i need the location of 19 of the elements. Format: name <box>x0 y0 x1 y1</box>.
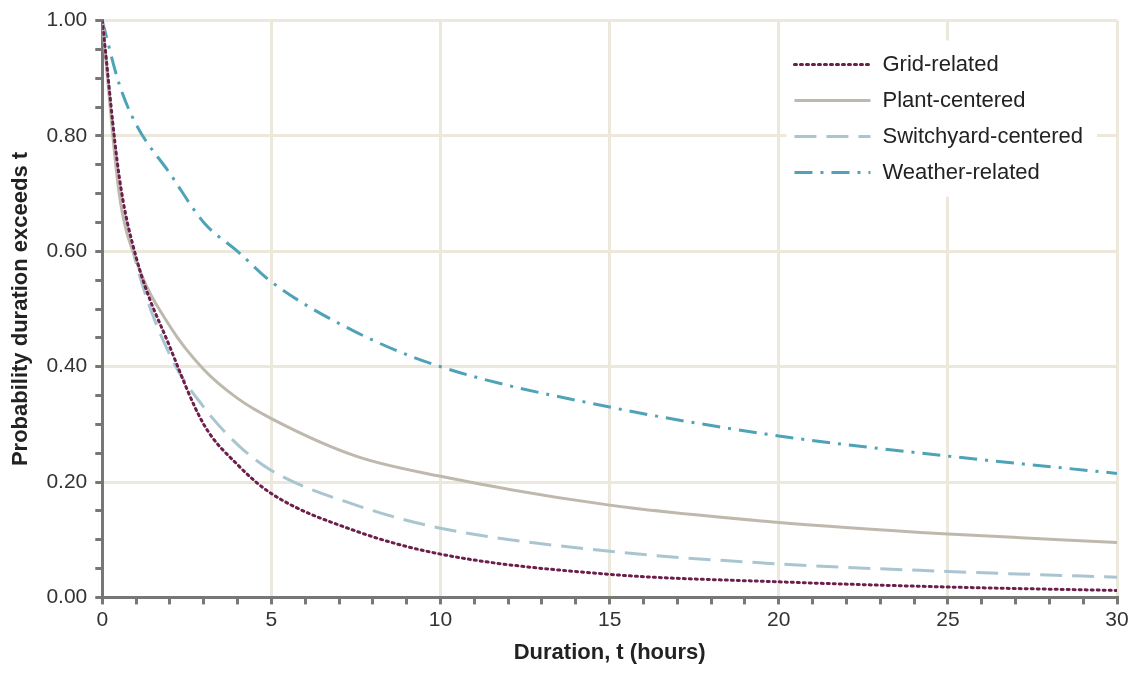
x-tick-label: 20 <box>767 606 791 630</box>
x-tick-label: 0 <box>96 606 109 630</box>
x-tick-label: 15 <box>597 606 622 630</box>
y-tick-label: 0.40 <box>46 353 88 377</box>
x-tick-label: 10 <box>428 606 453 630</box>
y-tick-label: 0.80 <box>46 122 88 146</box>
legend-label: Switchyard-centered <box>882 122 1084 148</box>
y-tick-label: 1.00 <box>46 7 88 31</box>
y-tick-label: 0.20 <box>46 468 88 492</box>
legend-label: Plant-centered <box>882 86 1026 112</box>
x-axis-title: Duration, t (hours) <box>513 638 706 664</box>
y-tick-label: 0.60 <box>46 238 88 262</box>
x-tick-label: 25 <box>936 606 960 630</box>
legend-label: Weather-related <box>882 158 1040 184</box>
legend-label: Grid-related <box>882 50 999 76</box>
y-tick-label: 0.00 <box>46 584 88 608</box>
x-tick-label: 30 <box>1105 606 1129 630</box>
x-tick-label: 5 <box>265 606 278 630</box>
y-axis-title: Probability duration exceeds t <box>7 151 33 467</box>
